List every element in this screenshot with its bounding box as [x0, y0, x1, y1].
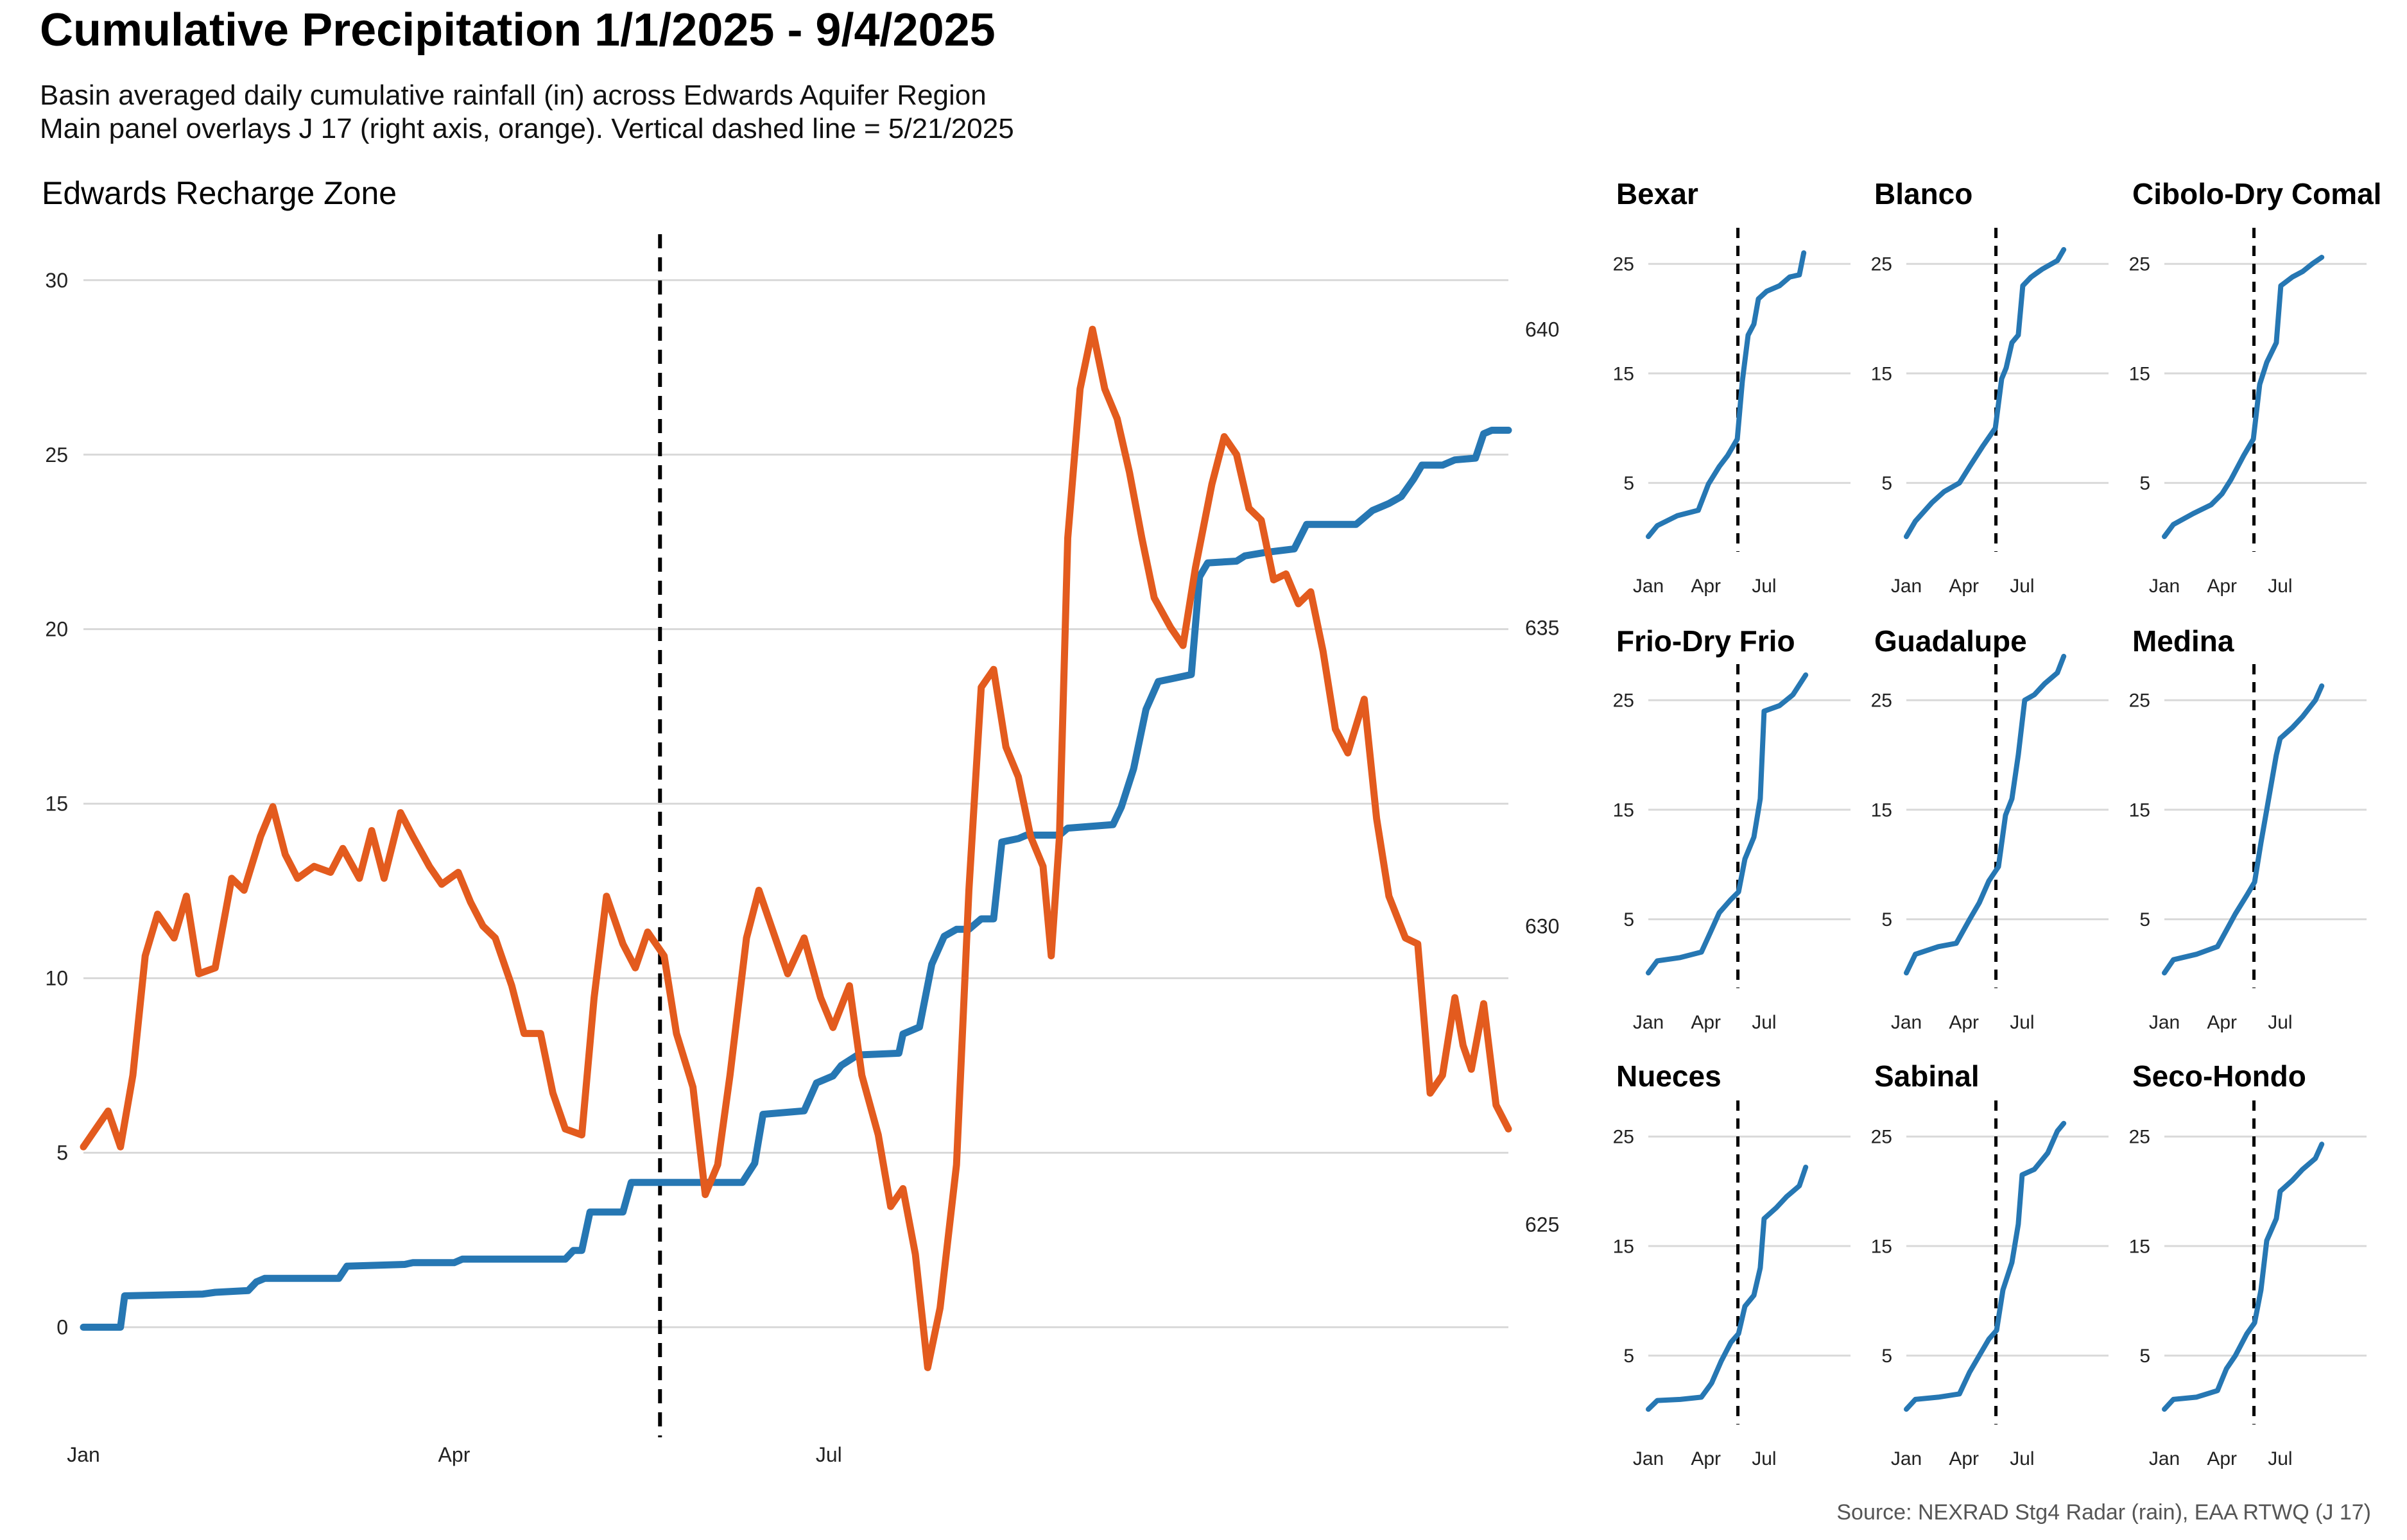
- x-tick-label: Jan: [2149, 1448, 2180, 1469]
- x-tick-label: Jul: [1752, 1448, 1776, 1469]
- y-tick-label: 15: [1871, 800, 1892, 821]
- y2-tick-label: 630: [1525, 914, 1559, 937]
- rain-series-line: [2162, 255, 2325, 540]
- rain-series-line: [80, 427, 1512, 1331]
- panel-title: Medina: [2132, 624, 2234, 658]
- x-tick-label: Apr: [1691, 1448, 1721, 1469]
- y-tick-label: 30: [45, 269, 68, 292]
- panel-title: Frio-Dry Frio: [1616, 624, 1795, 658]
- x-tick-label: Apr: [2207, 576, 2237, 597]
- y-tick-label: 15: [2129, 363, 2150, 384]
- x-tick-label: Apr: [2207, 1012, 2237, 1033]
- rain-series-line: [1904, 247, 2067, 540]
- x-tick-label: Jul: [2268, 1012, 2292, 1033]
- y-tick-label: 15: [2129, 1236, 2150, 1257]
- x-tick-label: Apr: [1949, 1448, 1979, 1469]
- x-tick-label: Jan: [2149, 1012, 2180, 1033]
- chart-title: Cumulative Precipitation 1/1/2025 - 9/4/…: [40, 4, 996, 56]
- j17-series-line: [80, 325, 1512, 1371]
- x-tick-label: Jul: [816, 1443, 842, 1466]
- y-tick-label: 15: [1613, 1236, 1634, 1257]
- y-tick-label: 25: [1613, 254, 1634, 275]
- panel-title: Blanco: [1874, 177, 1972, 210]
- y-tick-label: 25: [1871, 1127, 1892, 1148]
- y-tick-label: 5: [1881, 473, 1892, 494]
- y-tick-label: 25: [2129, 690, 2150, 712]
- y-tick-label: 5: [2139, 473, 2150, 494]
- x-tick-label: Jul: [2010, 576, 2034, 597]
- y-tick-label: 15: [1613, 800, 1634, 821]
- y-tick-label: 25: [1613, 690, 1634, 712]
- panel-title: Edwards Recharge Zone: [42, 175, 397, 211]
- rain-series-line: [1646, 250, 1807, 540]
- rain-series-line: [2162, 1142, 2325, 1412]
- x-tick-label: Jan: [1891, 1012, 1922, 1033]
- panel-title: Sabinal: [1874, 1059, 1980, 1093]
- chart-caption: Source: NEXRAD Stg4 Radar (rain), EAA RT…: [1836, 1500, 2371, 1525]
- x-tick-label: Apr: [1691, 1012, 1721, 1033]
- rain-series-line: [1904, 1120, 2067, 1412]
- panel-title: Guadalupe: [1874, 624, 2027, 658]
- y-tick-label: 25: [45, 443, 68, 466]
- y-tick-label: 15: [1871, 363, 1892, 384]
- x-tick-label: Jul: [2010, 1012, 2034, 1033]
- y-tick-label: 5: [1623, 1346, 1634, 1367]
- y-tick-label: 25: [1871, 254, 1892, 275]
- x-tick-label: Apr: [1949, 1012, 1979, 1033]
- y-tick-label: 20: [45, 618, 68, 641]
- y-tick-label: 25: [1613, 1127, 1634, 1148]
- y-tick-label: 0: [56, 1316, 68, 1339]
- chart-subtitle-line-1: Basin averaged daily cumulative rainfall…: [40, 80, 987, 111]
- x-tick-label: Apr: [1949, 576, 1979, 597]
- y-tick-label: 5: [2139, 909, 2150, 930]
- rain-series-line: [1904, 653, 2067, 976]
- y-tick-label: 15: [45, 792, 68, 816]
- x-tick-label: Apr: [438, 1443, 470, 1466]
- panel-title: Bexar: [1616, 177, 1698, 210]
- y-tick-label: 5: [56, 1142, 68, 1165]
- x-tick-label: Jan: [1633, 576, 1664, 597]
- y-tick-label: 5: [1623, 909, 1634, 930]
- y-tick-label: 15: [1871, 1236, 1892, 1257]
- y-tick-label: 10: [45, 967, 68, 990]
- y-tick-label: 5: [1881, 909, 1892, 930]
- x-tick-label: Jul: [1752, 576, 1776, 597]
- y-tick-label: 25: [1871, 690, 1892, 712]
- rain-series-line: [2162, 683, 2325, 976]
- x-tick-label: Jan: [1891, 1448, 1922, 1469]
- x-tick-label: Jan: [1633, 1448, 1664, 1469]
- y2-tick-label: 635: [1525, 616, 1559, 639]
- x-tick-label: Jan: [1633, 1012, 1664, 1033]
- x-tick-label: Jul: [2268, 1448, 2292, 1469]
- y-tick-label: 25: [2129, 1127, 2150, 1148]
- y2-tick-label: 640: [1525, 318, 1559, 341]
- panel-title: Cibolo-Dry Comal: [2132, 177, 2381, 210]
- panel-title: Nueces: [1616, 1059, 1721, 1093]
- chart-subtitle-line-2: Main panel overlays J 17 (right axis, or…: [40, 113, 1014, 144]
- y-tick-label: 5: [1623, 473, 1634, 494]
- x-tick-label: Jul: [2010, 1448, 2034, 1469]
- x-tick-label: Jan: [1891, 576, 1922, 597]
- x-tick-label: Jul: [2268, 576, 2292, 597]
- y-tick-label: 15: [2129, 800, 2150, 821]
- y-tick-label: 25: [2129, 254, 2150, 275]
- y2-tick-label: 625: [1525, 1213, 1559, 1236]
- rain-series-line: [1646, 1165, 1809, 1412]
- y-tick-label: 5: [1881, 1346, 1892, 1367]
- x-tick-label: Jan: [2149, 576, 2180, 597]
- y-tick-label: 5: [2139, 1346, 2150, 1367]
- x-tick-label: Jan: [67, 1443, 100, 1466]
- x-tick-label: Apr: [2207, 1448, 2237, 1469]
- panel-title: Seco-Hondo: [2132, 1059, 2306, 1093]
- rain-series-line: [1646, 672, 1809, 976]
- x-tick-label: Apr: [1691, 576, 1721, 597]
- y-tick-label: 15: [1613, 363, 1634, 384]
- x-tick-label: Jul: [1752, 1012, 1776, 1033]
